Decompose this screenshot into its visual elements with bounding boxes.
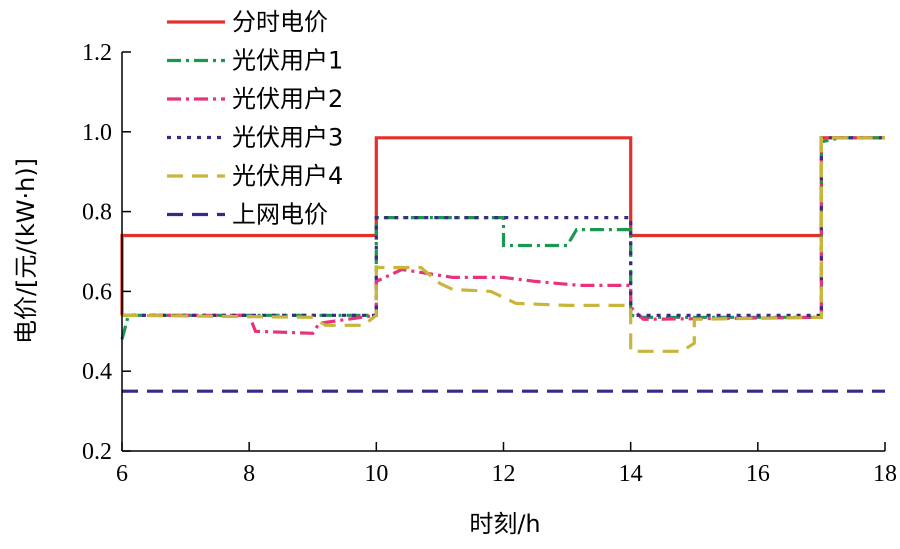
y-tick-label: 0.4 (82, 359, 112, 385)
y-tick-label: 1.2 (82, 40, 112, 66)
y-tick-label: 1.0 (82, 120, 112, 146)
y-tick-label: 0.2 (82, 439, 112, 465)
y-axis-title: 电价/[元/(kW·h)] (12, 158, 40, 344)
legend-label-6: 上网电价 (232, 201, 328, 229)
legend-label-1: 分时电价 (232, 8, 328, 36)
legend-label-4: 光伏用户3 (232, 124, 343, 152)
legend-label-3: 光伏用户2 (232, 85, 343, 113)
x-tick-label: 14 (619, 461, 643, 487)
x-tick-label: 12 (492, 461, 516, 487)
legend-label-2: 光伏用户1 (232, 47, 343, 75)
x-tick-label: 10 (364, 461, 388, 487)
x-tick-label: 8 (243, 461, 255, 487)
x-tick-label: 16 (746, 461, 770, 487)
y-tick-label: 0.8 (82, 200, 112, 226)
series-layer (120, 136, 885, 393)
x-axis-title: 时刻/h (469, 510, 540, 538)
legend-label-5: 光伏用户4 (232, 162, 343, 190)
y-tick-label: 0.6 (82, 279, 112, 305)
ticks-layer: 6 8 10 12 14 16 18 0.2 0.4 0.6 0.8 1.0 1.2 (82, 40, 897, 487)
series-line-3 (122, 136, 885, 335)
x-tick-label: 18 (873, 461, 897, 487)
x-tick-label: 6 (116, 461, 128, 487)
series-line-5 (121, 136, 885, 353)
